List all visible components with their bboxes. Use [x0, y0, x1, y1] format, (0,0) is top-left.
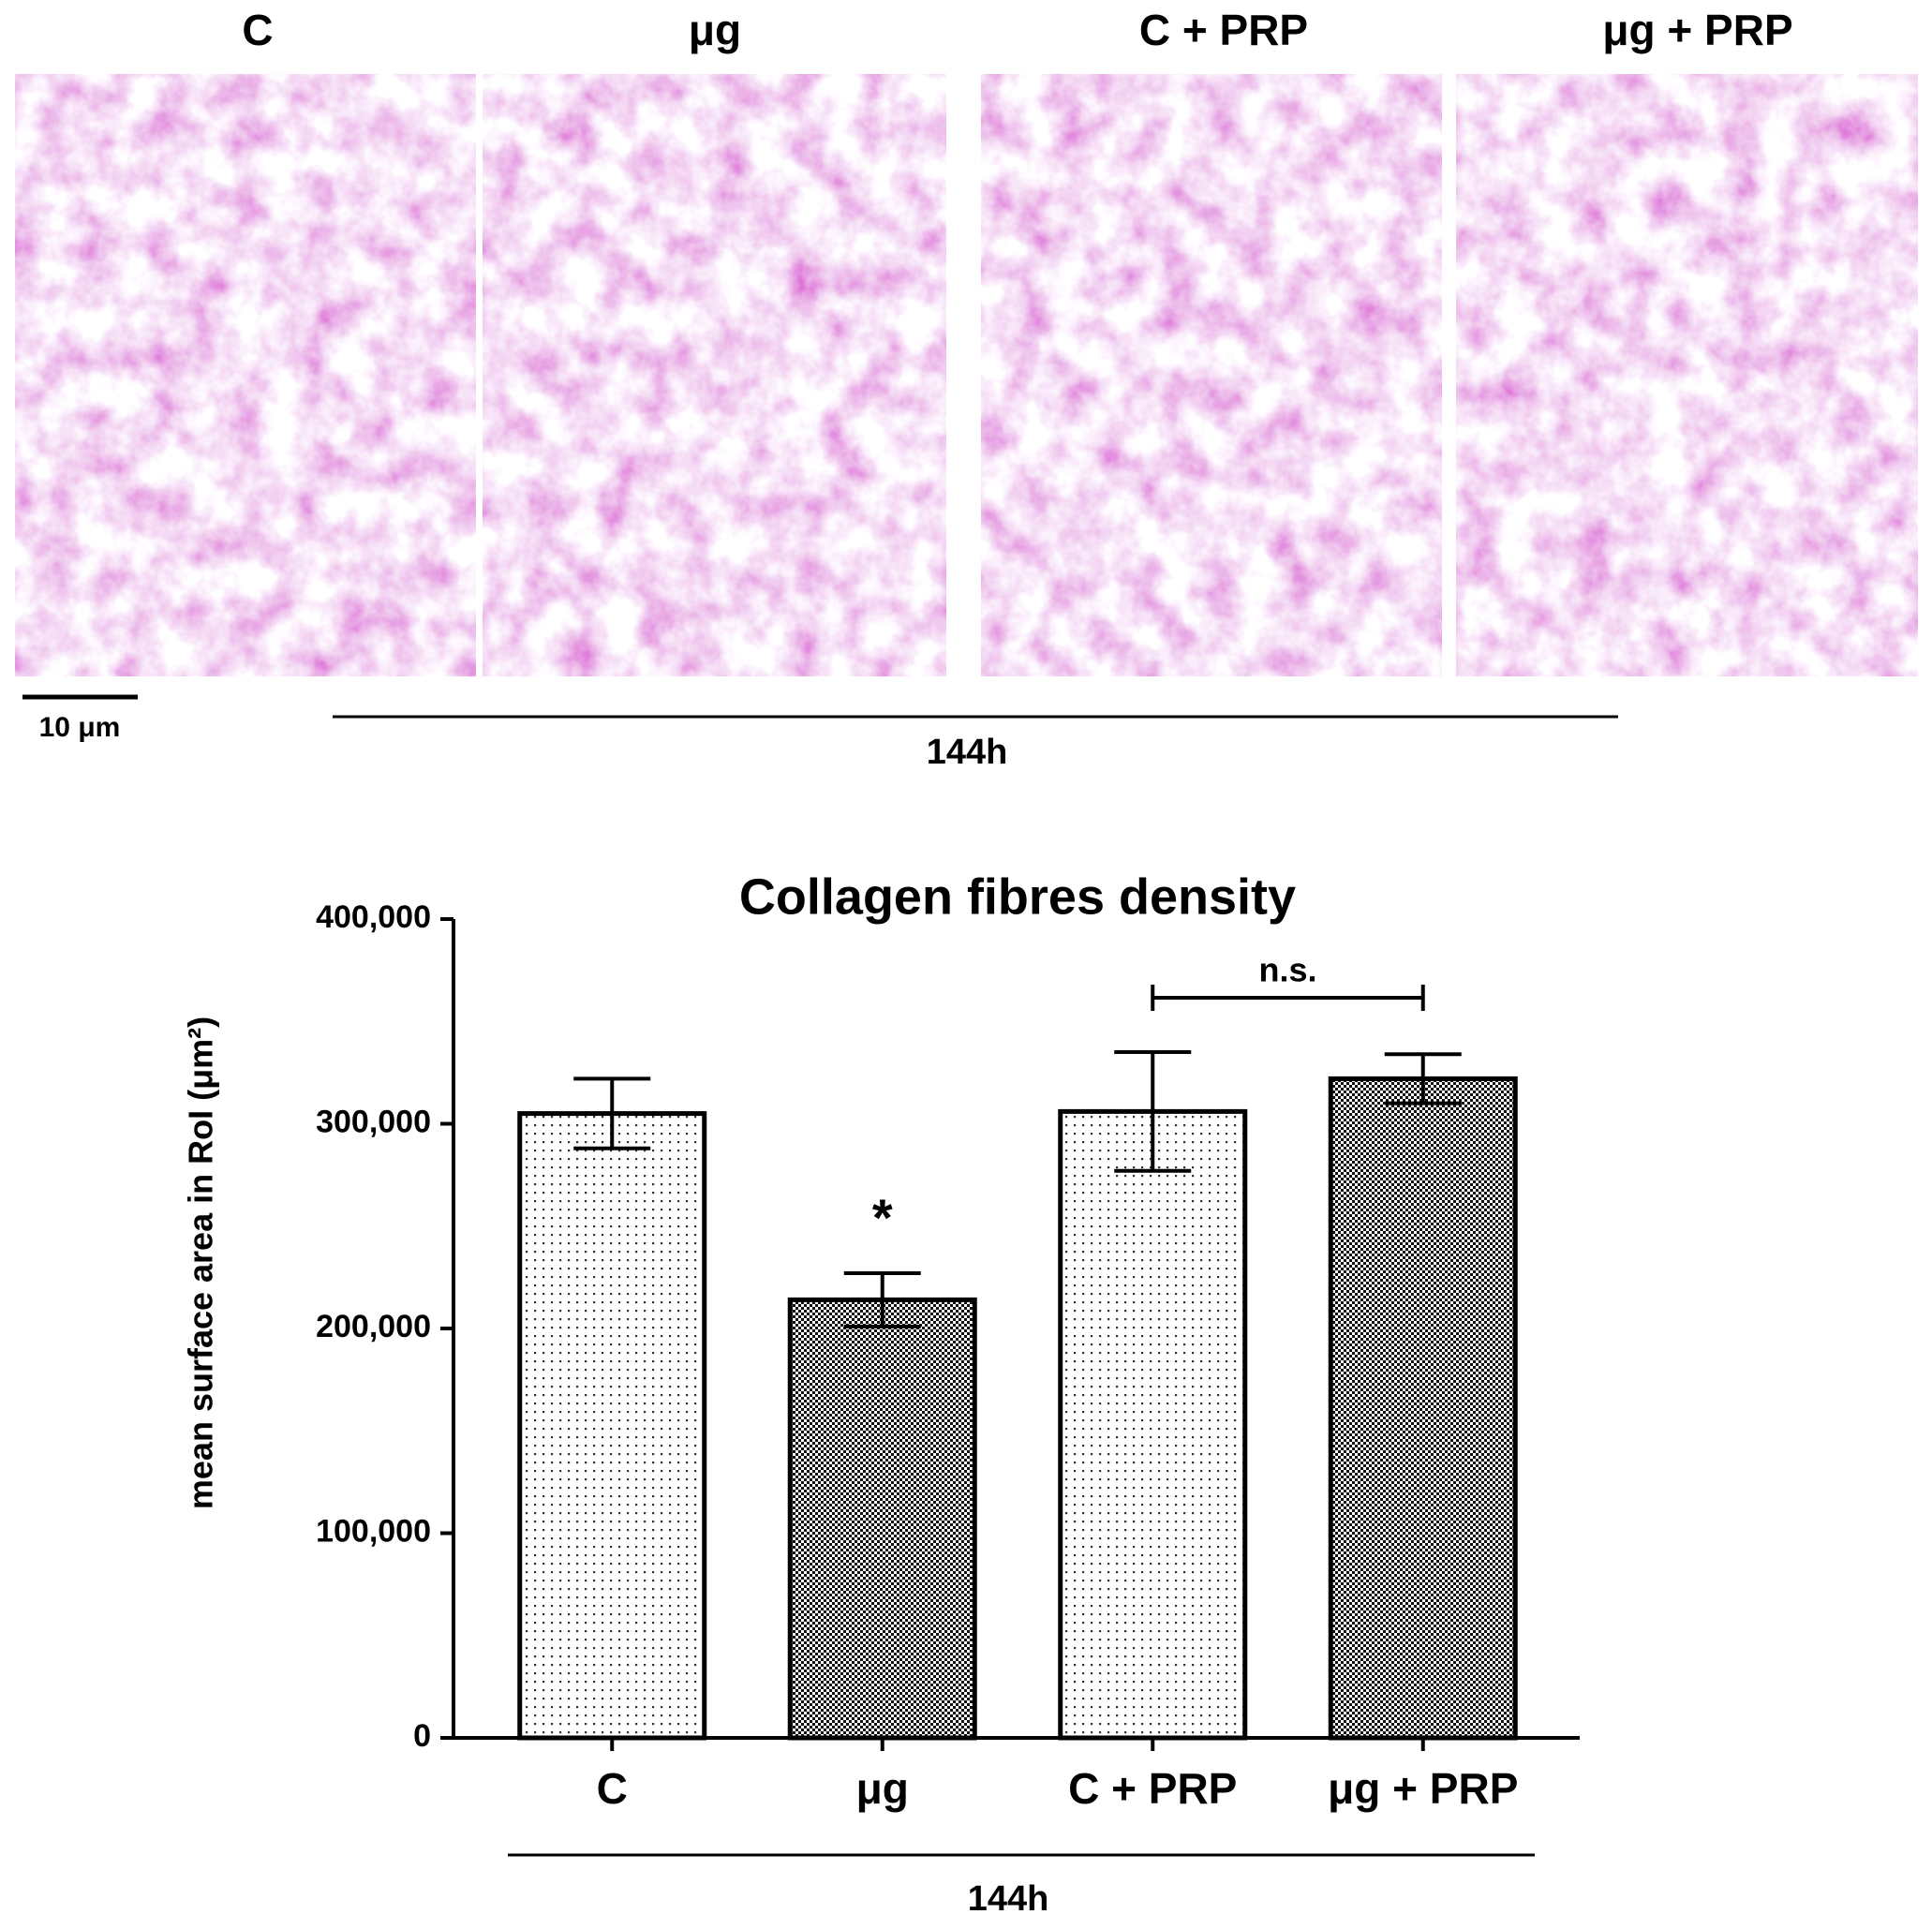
x-tick-label: μg + PRP — [1328, 1764, 1518, 1813]
micrograph — [15, 74, 476, 676]
y-tick-label: 100,000 — [316, 1513, 431, 1549]
x-group-label: 144h — [968, 1879, 1049, 1919]
scale-bar-label: 10 μm — [39, 712, 121, 743]
bar — [787, 1297, 977, 1741]
error-bar — [843, 1271, 921, 1328]
bar — [517, 1111, 707, 1741]
timepoint-label: 144h — [927, 733, 1008, 772]
bar — [1328, 1076, 1518, 1741]
y-tick-label: 0 — [413, 1718, 431, 1754]
micrograph — [1456, 74, 1918, 676]
panel-label: C — [242, 6, 273, 54]
panel-label: μg + PRP — [1602, 6, 1792, 54]
y-axis-label: mean surface area in RoI (μm²) — [182, 1016, 220, 1509]
micrograph — [483, 74, 946, 676]
y-tick-label: 300,000 — [316, 1104, 431, 1139]
error-bar — [573, 1076, 651, 1150]
bar — [1058, 1108, 1248, 1741]
panel-label: C + PRP — [1139, 6, 1308, 54]
annotation: * — [872, 1188, 893, 1247]
micrograph — [981, 74, 1442, 676]
chart-title: Collagen fibres density — [739, 868, 1296, 925]
x-tick-label: C + PRP — [1068, 1764, 1237, 1813]
significance-label: n.s. — [1258, 951, 1316, 989]
micrographs — [15, 74, 1918, 676]
y-tick-label: 200,000 — [316, 1309, 431, 1344]
y-tick-label: 400,000 — [316, 899, 431, 935]
error-bar — [1384, 1052, 1462, 1105]
panel-label: μg — [689, 6, 741, 54]
x-tick-label: C — [597, 1764, 628, 1813]
error-bar — [1114, 1050, 1192, 1173]
x-tick-label: μg — [856, 1764, 909, 1813]
